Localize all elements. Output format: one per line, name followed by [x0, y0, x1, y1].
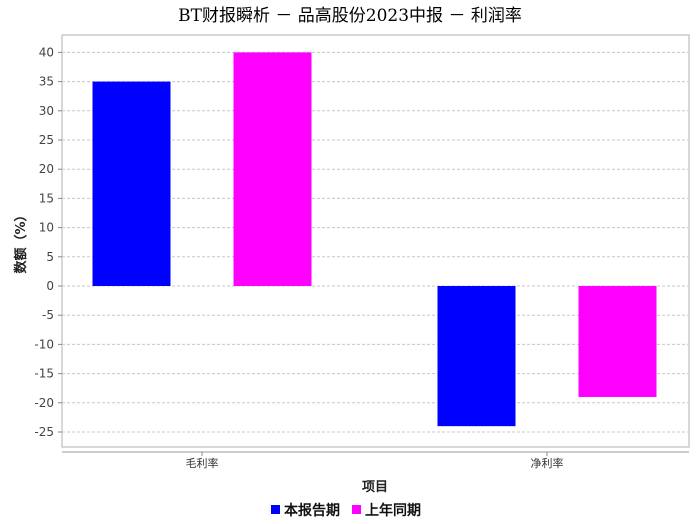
bar-1-0 [437, 286, 516, 427]
legend-label: 上年同期 [365, 502, 421, 519]
bar-0-1 [233, 52, 312, 287]
y-tick-label: 10 [39, 221, 54, 235]
y-tick-label: 40 [39, 45, 54, 59]
y-tick-label: -10 [34, 337, 54, 351]
chart-title: BT财报瞬析 － 品高股份2023中报 － 利润率 [178, 6, 522, 26]
y-tick-label: 25 [39, 133, 54, 147]
y-tick-label: -25 [34, 425, 54, 439]
bar-0-0 [92, 81, 171, 286]
x-category-label: 净利率 [531, 456, 564, 470]
y-tick-label: 5 [46, 250, 54, 264]
y-tick-label: 35 [39, 75, 54, 89]
bars [92, 52, 657, 427]
y-tick-label: 0 [46, 279, 54, 293]
legend-swatch [271, 505, 280, 514]
x-axis-label: 项目 [362, 480, 388, 495]
y-tick-label: -5 [42, 308, 54, 322]
y-tick-label: -15 [34, 367, 54, 381]
y-tick-label: -20 [34, 396, 54, 410]
bar-1-1 [578, 286, 657, 397]
legend-label: 本报告期 [284, 502, 340, 519]
legend: 本报告期 上年同期 [271, 502, 421, 519]
y-tick-label: 30 [39, 104, 54, 118]
y-tick-label: 20 [39, 162, 54, 176]
x-category-label: 毛利率 [186, 456, 219, 470]
y-axis-label: 数额（%） [13, 208, 29, 273]
y-axis-ticks: 40 35 30 25 20 15 10 5 0 -5 -10 -15 -20 -25 [34, 45, 62, 439]
x-axis-categories: 毛利率 净利率 [186, 452, 564, 470]
legend-swatch [352, 505, 361, 514]
y-tick-label: 15 [39, 191, 54, 205]
